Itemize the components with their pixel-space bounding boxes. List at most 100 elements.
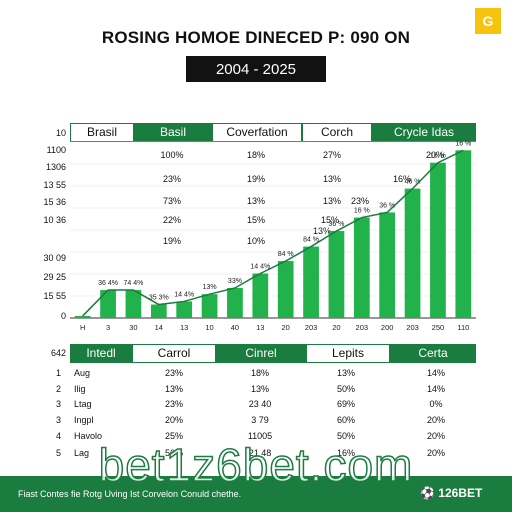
data-label: 33% — [228, 278, 242, 285]
top-header-4: Crycle Idas — [372, 123, 476, 142]
top-header-1: Basil — [134, 123, 212, 142]
x-tick-label: 20 — [282, 323, 290, 332]
row-label: Havolo — [74, 431, 103, 441]
y-tick-label: 0 — [60, 311, 66, 321]
data-label: 14 4% — [174, 291, 194, 298]
row-index: 1 — [56, 368, 62, 378]
bar — [176, 301, 193, 318]
bar — [252, 273, 269, 318]
y-tick-label: 13 55 — [43, 180, 66, 190]
data-label: 36 % — [379, 202, 395, 209]
data-label: 35 3% — [149, 295, 169, 302]
y-tick-label: 15 55 — [43, 291, 66, 301]
bar — [125, 290, 142, 318]
top-header-0: Brasil — [70, 123, 134, 142]
top-cell: 22% — [162, 215, 181, 225]
x-tick-label: 40 — [231, 323, 239, 332]
year-range-banner: 2004 - 2025 — [186, 56, 326, 82]
bar — [328, 231, 345, 318]
top-cell: 13% — [322, 196, 341, 206]
bottom-table-corner: 642 — [50, 348, 66, 358]
row-index: 3 — [56, 399, 62, 409]
data-label: 74 4% — [124, 280, 144, 287]
top-cell: 23% — [350, 196, 369, 206]
x-tick-label: 200 — [381, 323, 394, 332]
bottom-cell: 11005 — [247, 431, 273, 441]
bar — [404, 188, 421, 318]
x-tick-label: 250 — [432, 323, 445, 332]
data-label: 14 4% — [250, 263, 270, 270]
top-cell: 19% — [246, 174, 265, 184]
bottom-cell: 23 40 — [248, 399, 272, 409]
x-tick-label: 203 — [406, 323, 419, 332]
bottom-cell: 20% — [426, 431, 445, 441]
data-label: 84 % — [278, 251, 294, 258]
data-label: 16 % — [430, 153, 446, 160]
top-cell: 16% — [392, 174, 411, 184]
y-tick-label: 1100 — [46, 145, 66, 155]
top-cell: 15% — [246, 215, 265, 225]
row-label: Lag — [74, 448, 90, 458]
top-cell: 13% — [246, 196, 265, 206]
bottom-cell: 23% — [164, 399, 183, 409]
row-label: Ilig — [74, 384, 86, 394]
bar — [430, 162, 446, 318]
top-cell: 20% — [425, 150, 444, 160]
x-tick-label: 30 — [129, 323, 137, 332]
data-label: 84 % — [303, 237, 319, 244]
x-tick-label: 13 — [180, 323, 188, 332]
bottom-cell: 13% — [250, 384, 269, 394]
x-tick-label: 203 — [305, 323, 318, 332]
row-label: Aug — [74, 368, 91, 378]
bottom-cell: 20% — [426, 448, 445, 458]
bottom-header-3: Lepits — [306, 344, 390, 363]
bottom-cell: 20% — [164, 415, 183, 425]
x-tick-label: H — [80, 323, 85, 332]
top-cell: 73% — [162, 196, 181, 206]
row-index: 4 — [56, 431, 62, 441]
y-tick-label: 30 09 — [43, 253, 66, 263]
bar — [353, 217, 370, 318]
top-cell: 10% — [246, 236, 265, 246]
bar — [74, 315, 91, 318]
top-table-corner: 10 — [55, 128, 66, 138]
footer-logo: ⚽ 126BET — [420, 486, 483, 500]
x-tick-label: 13 — [256, 323, 264, 332]
row-index: 2 — [56, 384, 62, 394]
bar — [455, 150, 472, 318]
watermark: bet1z6bet.com — [98, 438, 414, 492]
bottom-header-2: Cinrel — [216, 344, 306, 363]
bar — [150, 304, 167, 318]
bottom-header-4: Certa — [390, 344, 476, 363]
row-label: Ingpl — [74, 415, 94, 425]
top-cell: 18% — [246, 150, 265, 160]
bottom-cell: 25% — [164, 431, 183, 441]
bottom-cell: 13% — [164, 384, 183, 394]
trend-line — [82, 149, 464, 317]
footer-bar — [0, 476, 512, 512]
bar — [201, 294, 218, 318]
top-cell: 15% — [320, 215, 339, 225]
y-tick-label: 29 25 — [43, 272, 66, 282]
top-cell: 27% — [322, 150, 341, 160]
bottom-cell: 14% — [426, 368, 445, 378]
bottom-cell: 69% — [336, 399, 355, 409]
data-label: 36 % — [328, 221, 344, 228]
top-header-2: Coverfation — [212, 123, 302, 142]
bar — [277, 261, 294, 318]
data-label: 16 % — [354, 208, 370, 215]
bottom-cell: 14% — [426, 384, 445, 394]
bar — [303, 246, 319, 318]
row-label: Ltag — [74, 399, 92, 409]
bottom-cell: 50% — [336, 431, 355, 441]
chart-title: ROSING HOMOE DINECED P: 090 ON — [101, 28, 411, 47]
data-label: 46 % — [405, 179, 421, 186]
bottom-cell: 21 48 — [248, 448, 272, 458]
data-label: 16 % — [455, 140, 471, 147]
bar — [100, 290, 116, 318]
top-cell: 13% — [312, 226, 331, 236]
top-cell: 13% — [322, 174, 341, 184]
x-tick-label: 10 — [205, 323, 213, 332]
data-label: 36 4% — [98, 280, 118, 287]
